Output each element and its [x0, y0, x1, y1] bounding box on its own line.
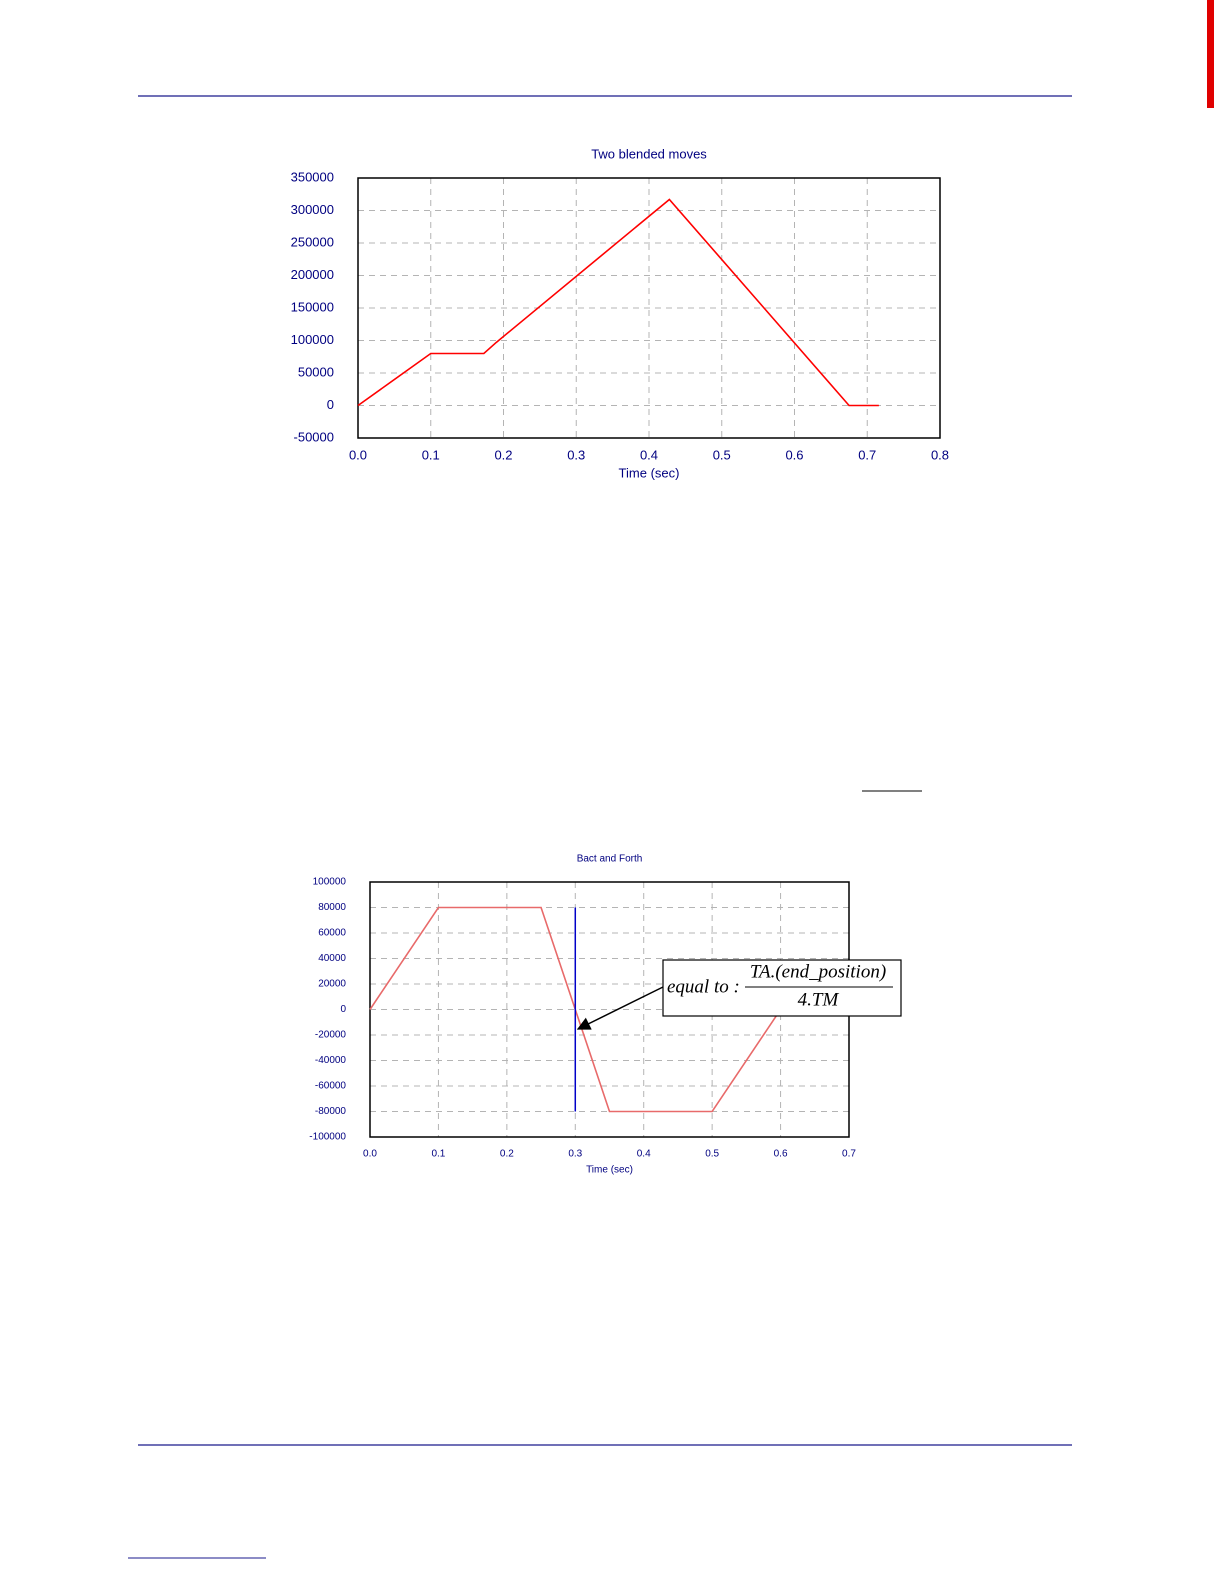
y-tick-label: 80000 [318, 902, 346, 913]
y-tick-label: 150000 [291, 299, 334, 314]
annotation-prefix: equal to : [667, 976, 740, 997]
plot-frame [357, 177, 941, 439]
y-tick-label: -50000 [294, 429, 334, 444]
x-tick-label: 0.2 [494, 447, 512, 462]
x-axis-title: Time (sec) [619, 465, 680, 480]
y-tick-label: 20000 [318, 979, 346, 990]
y-tick-label: -60000 [315, 1081, 347, 1092]
y-tick-label: 60000 [318, 928, 346, 939]
annotation-numerator: TA.(end_position) [750, 961, 886, 982]
edge-tab [1207, 0, 1214, 108]
x-tick-label: 0.3 [567, 447, 585, 462]
data-line [357, 198, 879, 407]
x-tick-label: 0.5 [705, 1149, 719, 1160]
x-tick-label: 0.1 [422, 447, 440, 462]
x-tick-label: 0.7 [858, 447, 876, 462]
x-tick-label: 0.4 [640, 447, 658, 462]
y-tick-label: 350000 [291, 169, 334, 184]
chart-title: Bact and Forth [577, 854, 643, 865]
y-tick-label: 200000 [291, 267, 334, 282]
y-tick-label: 50000 [298, 364, 334, 379]
y-tick-label: -20000 [315, 1030, 347, 1041]
x-tick-label: 0.6 [774, 1149, 788, 1160]
y-tick-label: -80000 [315, 1106, 347, 1117]
y-tick-label: 0 [340, 1004, 346, 1015]
y-tick-label: 0 [327, 397, 334, 412]
y-tick-label: -40000 [315, 1055, 347, 1066]
x-tick-label: 0.4 [637, 1149, 651, 1160]
y-tick-label: 100000 [313, 877, 347, 888]
y-tick-label: -100000 [309, 1132, 346, 1143]
x-tick-label: 0.1 [431, 1149, 445, 1160]
y-tick-label: 250000 [291, 234, 334, 249]
x-tick-label: 0.7 [842, 1149, 856, 1160]
annotation: equal to : TA.(end_position) 4.TM [576, 959, 902, 1030]
x-tick-label: 0.8 [931, 447, 949, 462]
chart-title: Two blended moves [591, 146, 707, 161]
y-tick-label: 40000 [318, 953, 346, 964]
x-tick-label: 0.5 [713, 447, 731, 462]
annotation-denominator: 4.TM [798, 989, 840, 1010]
y-tick-label: 100000 [291, 332, 334, 347]
y-tick-label: 300000 [291, 202, 334, 217]
x-tick-label: 0.2 [500, 1149, 514, 1160]
x-tick-label: 0.0 [349, 447, 367, 462]
x-tick-label: 0.0 [363, 1149, 377, 1160]
x-tick-label: 0.3 [568, 1149, 582, 1160]
x-axis-title: Time (sec) [586, 1165, 633, 1176]
annotation-box [662, 959, 902, 1017]
x-tick-label: 0.6 [785, 447, 803, 462]
annotation-arrow [576, 986, 664, 1030]
